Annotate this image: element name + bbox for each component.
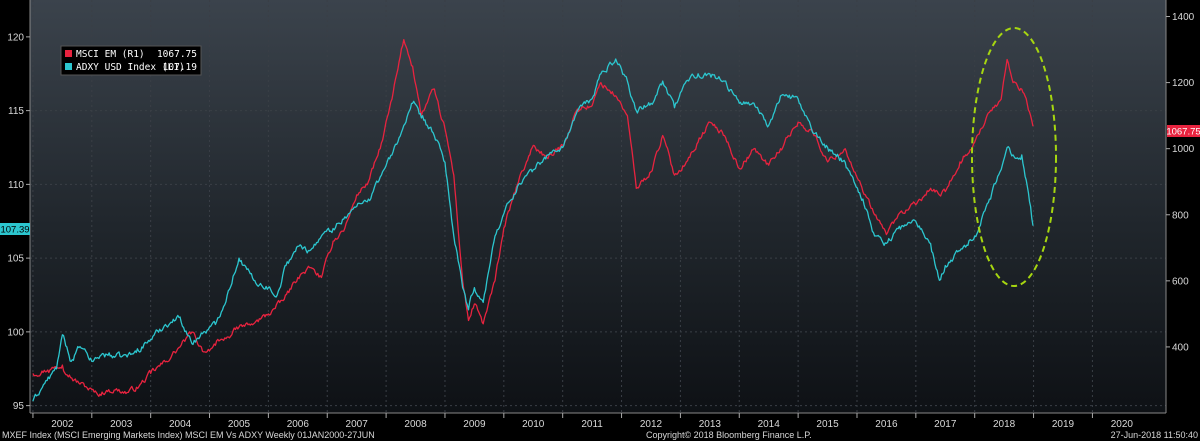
x-tick-label: 2017 [934, 419, 957, 430]
x-tick-label: 2013 [699, 419, 722, 430]
highlight-ellipse [971, 27, 1057, 287]
x-tick-label: 2009 [463, 419, 486, 430]
x-tick-label: 2012 [640, 419, 663, 430]
right-tick-label: 1000 [1172, 144, 1195, 155]
right-tick-label: 400 [1172, 342, 1189, 353]
right-tick-label: 1400 [1172, 12, 1195, 23]
left-value-badge: 107.39 [0, 223, 30, 236]
left-tick-label: 120 [7, 32, 24, 43]
x-tick-label: 2005 [228, 419, 251, 430]
x-tick-label: 2010 [522, 419, 545, 430]
x-tick-label: 2016 [875, 419, 898, 430]
legend-box [60, 45, 202, 76]
x-tick-label: 2003 [110, 419, 133, 430]
right-axis: 400 600 800 1000 1200 1400 [1165, 0, 1195, 413]
x-tick-label: 2018 [993, 419, 1016, 430]
x-tick-label: 2002 [51, 419, 74, 430]
footer: MXEF Index (MSCI Emerging Markets Index)… [2, 430, 1198, 440]
legend-value-msci: 1067.75 [157, 49, 197, 60]
x-tick-label: 2006 [287, 419, 310, 430]
series-line-adxy [32, 58, 1034, 402]
footer-center: Copyright© 2018 Bloomberg Finance L.P. [646, 430, 812, 440]
legend-swatch-adxy [65, 63, 72, 70]
legend-value-adxy: 107.19 [163, 62, 198, 73]
x-tick-label: 2008 [404, 419, 427, 430]
right-badge-text: 1067.75 [1166, 127, 1200, 138]
x-tick-label: 2015 [816, 419, 839, 430]
left-tick-label: 105 [7, 254, 24, 265]
legend-label-adxy: ADXY USD Index (L1) [76, 62, 185, 73]
x-tick-label: 2011 [581, 419, 603, 430]
x-tick-label: 2007 [346, 419, 369, 430]
left-axis: 95 100 105 110 115 120 [7, 0, 31, 413]
right-tick-label: 1200 [1172, 78, 1195, 89]
left-badge-text: 107.39 [0, 225, 29, 236]
legend-label-msci: MSCI EM (R1) [76, 49, 145, 60]
right-tick-label: 600 [1172, 276, 1189, 287]
x-tick-label: 2014 [758, 419, 781, 430]
series-line-msci-em [32, 38, 1034, 397]
legend: MSCI EM (R1) 1067.75 ADXY USD Index (L1)… [60, 45, 202, 76]
right-tick-label: 800 [1172, 210, 1189, 221]
legend-swatch-msci [65, 50, 72, 57]
x-tick-label: 2019 [1052, 419, 1075, 430]
footer-right: 27-Jun-2018 11:50:40 [1111, 430, 1198, 440]
x-tick-label: 2020 [1111, 419, 1134, 430]
x-tick-label: 2004 [169, 419, 192, 430]
footer-left: MXEF Index (MSCI Emerging Markets Index)… [2, 430, 375, 440]
left-tick-label: 110 [8, 180, 24, 191]
left-tick-label: 95 [13, 401, 25, 412]
right-value-badge: 1067.75 [1166, 125, 1200, 138]
left-tick-label: 100 [7, 327, 24, 338]
x-axis: 2002 2003 2004 2005 2006 2007 2008 2009 2010 2011… [30, 412, 1166, 430]
series-layer [32, 38, 1034, 402]
plot-background [30, 0, 1166, 413]
left-tick-label: 115 [8, 106, 24, 117]
grid-layer [30, 0, 1166, 413]
